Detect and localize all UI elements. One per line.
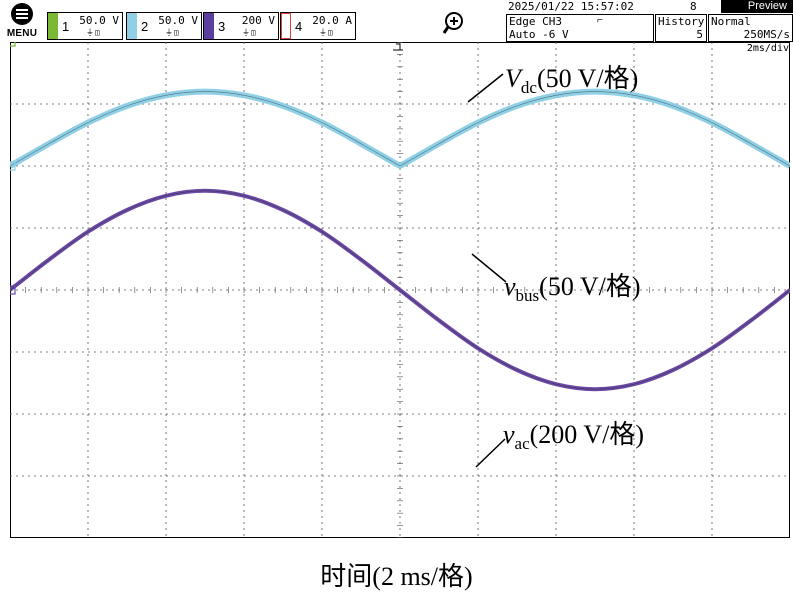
menu-button[interactable]: MENU bbox=[2, 2, 42, 42]
vac-subscript: ac bbox=[514, 434, 530, 454]
channel-4-number: 4 bbox=[295, 19, 303, 34]
vbus-annotation: vbus(50 V/格) bbox=[504, 266, 641, 306]
history-count: 8 bbox=[690, 0, 697, 13]
acquisition-mode: Normal bbox=[711, 15, 751, 28]
channel-ground-marker bbox=[10, 42, 16, 47]
channel-3-box[interactable]: 3 200 V ⏚◫ bbox=[203, 12, 279, 40]
sample-rate: 250MS/s bbox=[743, 28, 790, 41]
coupling-icon: ⏚◫ bbox=[86, 28, 101, 37]
markers bbox=[10, 42, 507, 468]
channel-ground-marker bbox=[10, 285, 16, 295]
coupling-icon: ⏚◫ bbox=[319, 28, 334, 37]
vbus-scale: (50 V/格) bbox=[539, 272, 641, 301]
channel-4-box[interactable]: 4 20.0 A ⏚◫ bbox=[280, 12, 356, 40]
trigger-panel[interactable]: Edge CH3 ⌐ Auto -6 V bbox=[506, 14, 654, 42]
channel-2-scale: 50.0 V bbox=[158, 14, 198, 27]
vdc-annotation: Vdc(50 V/格) bbox=[505, 58, 638, 98]
acquisition-panel[interactable]: Normal 250MS/s bbox=[708, 14, 793, 42]
menu-label: MENU bbox=[6, 28, 38, 39]
vdc-subscript: dc bbox=[520, 78, 537, 98]
datetime: 2025/01/22 15:57:02 bbox=[508, 0, 634, 13]
channel-2-number: 2 bbox=[141, 19, 149, 34]
preview-label: Preview bbox=[747, 0, 787, 12]
channel-ground-marker bbox=[10, 161, 16, 171]
trigger-mode: Auto -6 V bbox=[509, 28, 569, 41]
vbus-subscript: bus bbox=[515, 286, 540, 306]
vac-symbol: v bbox=[503, 420, 515, 449]
trigger-position-marker bbox=[393, 43, 403, 51]
timebase-readout: 2ms/div bbox=[746, 43, 789, 54]
vac-leader-line bbox=[475, 438, 506, 468]
channel-1-swatch bbox=[48, 13, 58, 39]
history-label: History bbox=[658, 15, 705, 28]
channel-2-box[interactable]: 2 50.0 V ⏚◫ bbox=[126, 12, 202, 40]
coupling-icon: ⏚◫ bbox=[242, 28, 257, 37]
vbus-leader-line bbox=[471, 253, 507, 283]
trigger-edge-icon: ⌐ bbox=[597, 15, 603, 26]
preview-badge: Preview bbox=[721, 0, 793, 13]
trace-vbus-edge bbox=[10, 91, 790, 167]
vdc-leader-line bbox=[467, 73, 504, 103]
vbus-symbol: v bbox=[504, 272, 516, 301]
vac-annotation: vac(200 V/格) bbox=[503, 414, 644, 454]
channel-4-swatch bbox=[281, 13, 291, 39]
history-panel[interactable]: History 5 bbox=[655, 14, 707, 42]
channel-2-swatch bbox=[127, 13, 137, 39]
vdc-scale: (50 V/格) bbox=[536, 64, 639, 93]
x-axis-label: 时间(2 ms/格) bbox=[320, 562, 473, 591]
coupling-icon: ⏚◫ bbox=[165, 28, 180, 37]
channel-3-swatch bbox=[204, 13, 214, 39]
trigger-type: Edge CH3 bbox=[509, 15, 562, 28]
channel-3-scale: 200 V bbox=[241, 14, 275, 27]
zoom-icon[interactable] bbox=[441, 10, 467, 36]
vdc-symbol: V bbox=[505, 64, 521, 93]
channel-1-number: 1 bbox=[62, 19, 70, 34]
history-index: 5 bbox=[696, 28, 703, 41]
channel-4-scale: 20.0 A bbox=[312, 14, 352, 27]
traces bbox=[10, 88, 790, 392]
scope-screen bbox=[10, 42, 790, 538]
vac-scale: (200 V/格) bbox=[529, 420, 644, 449]
menu-icon bbox=[11, 3, 33, 25]
trace-vac-edge bbox=[10, 190, 790, 390]
channel-1-box[interactable]: 1 50.0 V ⏚◫ bbox=[47, 12, 123, 40]
channel-3-number: 3 bbox=[218, 19, 226, 34]
channel-1-scale: 50.0 V bbox=[79, 14, 119, 27]
